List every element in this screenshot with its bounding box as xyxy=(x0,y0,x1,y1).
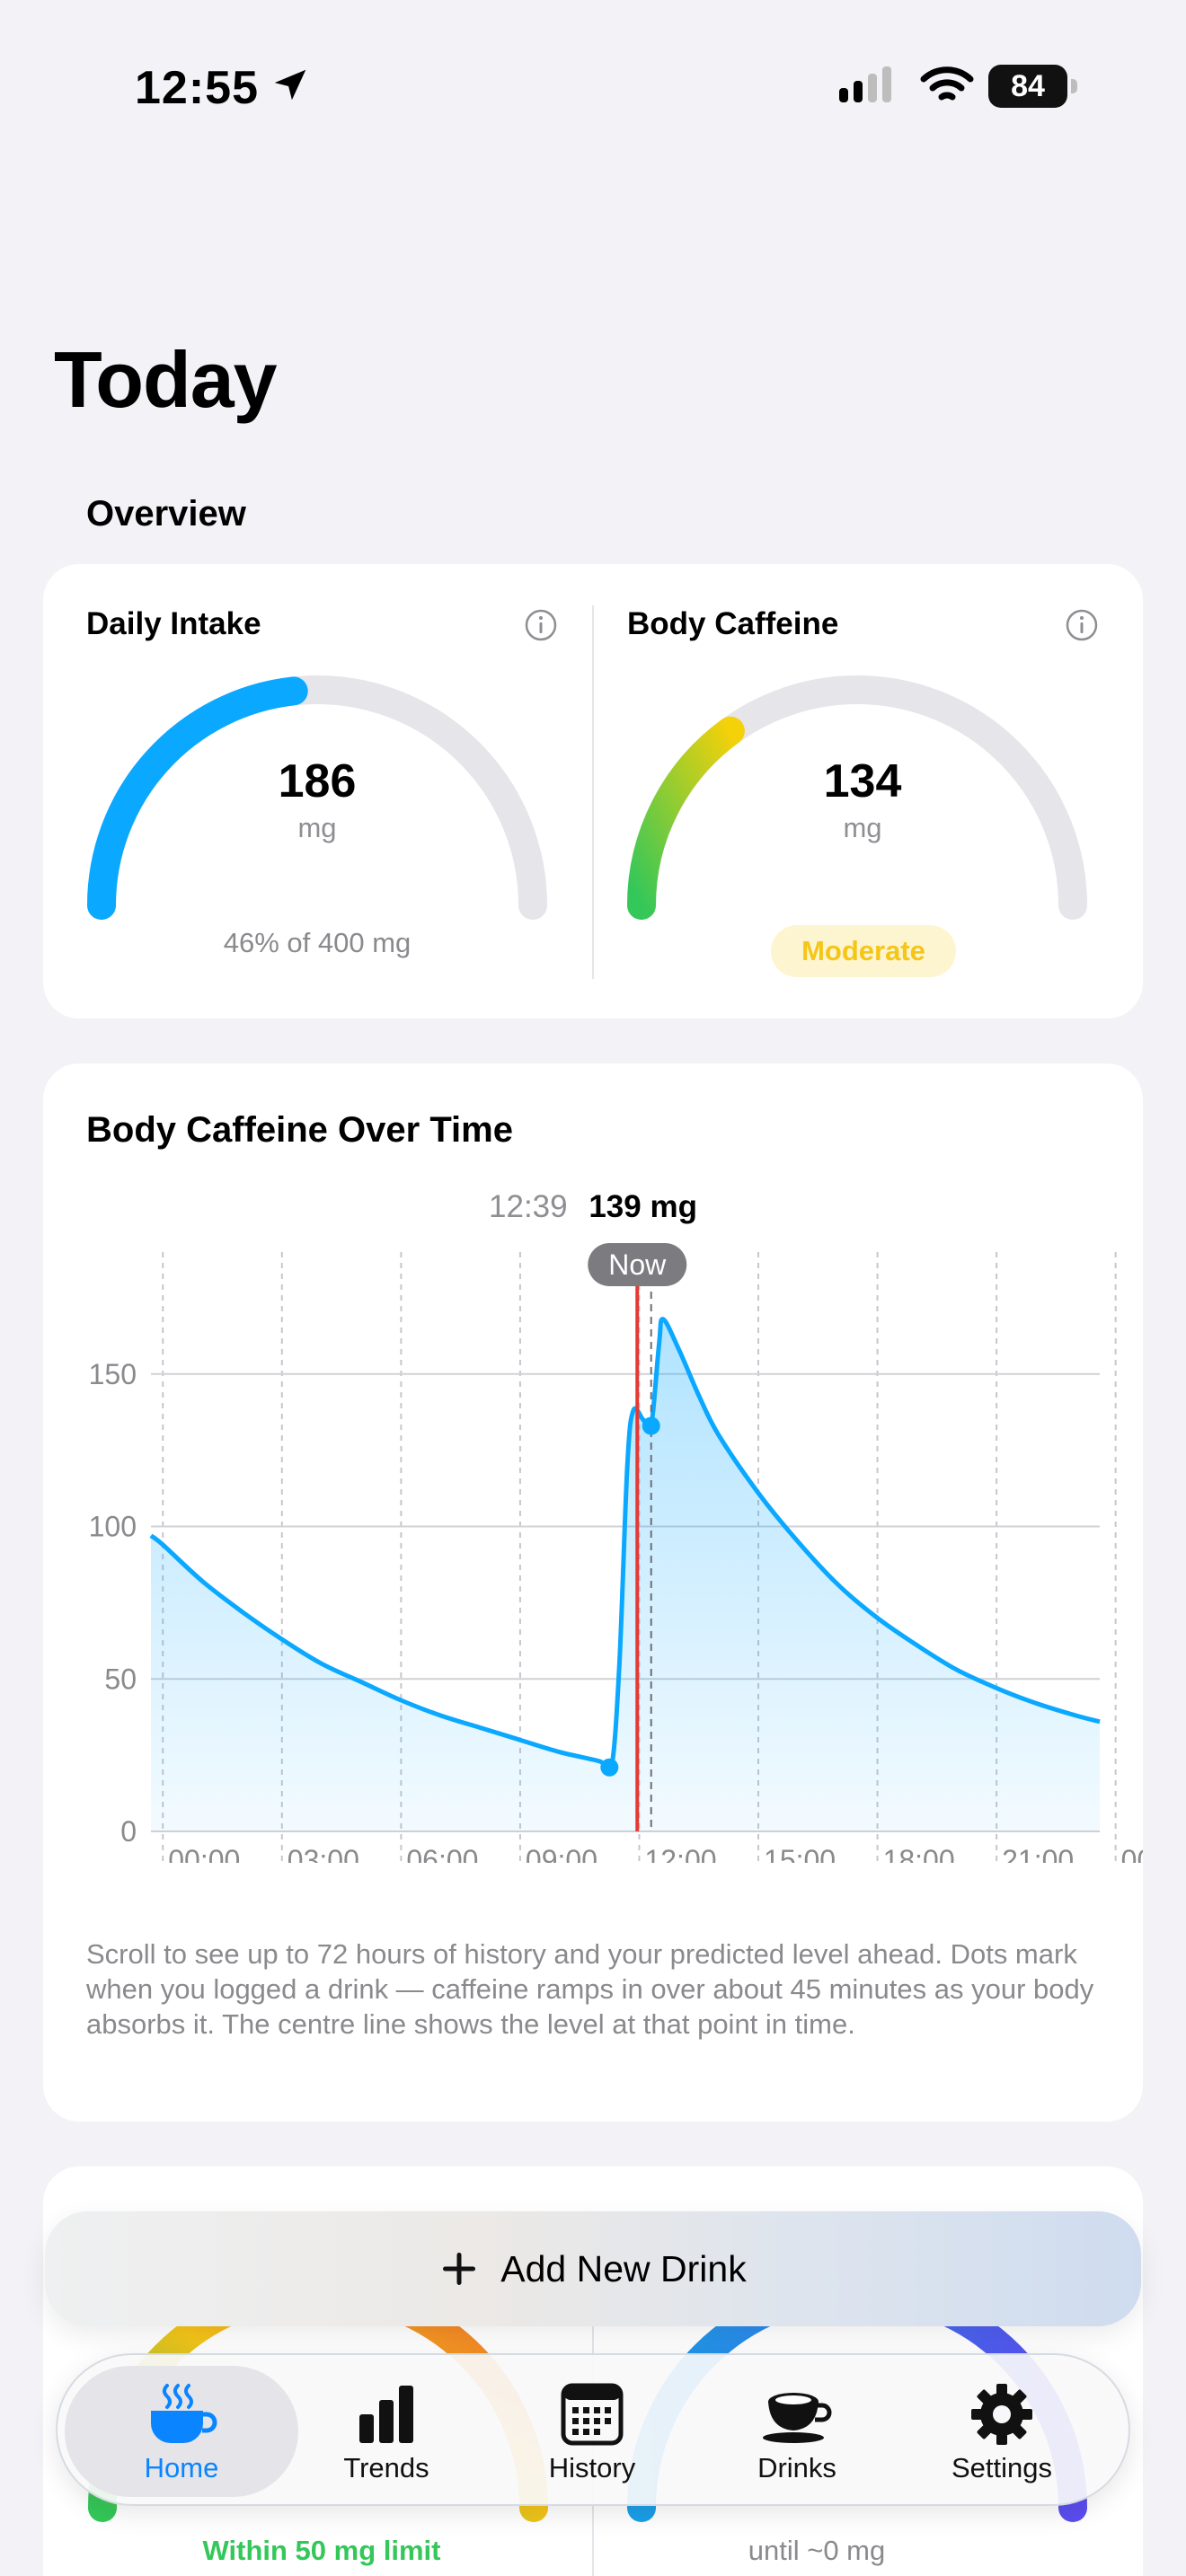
readout-time: 12:39 xyxy=(489,1189,568,1224)
battery-indicator: 84 xyxy=(988,65,1078,108)
tab-label: Trends xyxy=(343,2452,429,2483)
y-tick-label: 150 xyxy=(89,1358,137,1390)
location-arrow-icon xyxy=(274,69,306,101)
drink-marker xyxy=(600,1758,619,1777)
chart-card: Body Caffeine Over Time 12:39 139 mg 00:… xyxy=(43,1063,1143,2122)
x-tick-label: 03:00 xyxy=(288,1844,359,1863)
tab-drinks[interactable]: Drinks xyxy=(694,2355,900,2508)
x-tick-label: 09:00 xyxy=(526,1844,597,1863)
page-title: Today xyxy=(54,335,278,424)
chart-readout: 12:39 139 mg xyxy=(43,1189,1143,1225)
gear-icon xyxy=(971,2384,1032,2445)
y-tick-label: 50 xyxy=(104,1663,137,1695)
x-tick-label: 15:00 xyxy=(764,1844,836,1863)
tab-history[interactable]: History xyxy=(489,2355,695,2508)
caffeine-chart[interactable]: 00:00 03:00 06:00 09:00 12:00 15:00 18:00 21:00… xyxy=(43,1234,1143,1863)
tab-trends[interactable]: Trends xyxy=(283,2355,490,2508)
daily-intake-gauge-fill xyxy=(87,676,308,920)
status-time: 12:55 xyxy=(135,62,259,114)
tab-settings[interactable]: Settings xyxy=(898,2355,1105,2508)
tab-bar: Home Trends History Drinks xyxy=(56,2353,1130,2506)
status-badge: Moderate xyxy=(771,925,956,977)
body-caffeine-value: 134 xyxy=(823,755,902,807)
remaining-text: until ~0 mg xyxy=(748,2535,886,2566)
status-bar: 12:55 84 xyxy=(0,0,1186,171)
section-title-overview: Overview xyxy=(86,494,246,534)
overview-card: Daily Intake 186 mg 46% of 400 mg Body C… xyxy=(43,564,1143,1019)
chart-area-fill xyxy=(151,1319,1100,1831)
daily-intake-subtitle: 46% of 400 mg xyxy=(223,927,412,958)
body-caffeine-unit: mg xyxy=(843,812,882,843)
x-tick-label: 00:00 xyxy=(168,1844,240,1863)
drink-marker xyxy=(642,1416,660,1435)
chart-series-line xyxy=(149,1317,1101,1777)
limit-status-text: Within 50 mg limit xyxy=(202,2535,441,2566)
tab-label: Settings xyxy=(951,2452,1052,2483)
add-new-drink-label: Add New Drink xyxy=(500,2247,747,2289)
body-caffeine-gauge xyxy=(627,675,1087,920)
tab-home[interactable]: Home xyxy=(78,2355,285,2508)
chart-note: Scroll to see up to 72 hours of history … xyxy=(86,1938,1094,2040)
x-tick-label: 00:00 xyxy=(1121,1844,1143,1863)
info-icon[interactable] xyxy=(523,607,559,643)
coffee-cup-icon xyxy=(763,2393,832,2443)
body-caffeine-gauge-fill xyxy=(627,716,745,920)
daily-intake-value: 186 xyxy=(278,755,357,807)
x-tick-label: 12:00 xyxy=(644,1844,716,1863)
now-label: Now xyxy=(608,1248,667,1281)
tab-label: Home xyxy=(144,2452,219,2483)
y-tick-label: 100 xyxy=(89,1511,137,1543)
bar-chart-icon xyxy=(359,2386,413,2443)
daily-intake-unit: mg xyxy=(297,812,337,843)
wifi-icon xyxy=(920,66,974,101)
tab-label: History xyxy=(548,2452,636,2483)
now-badge xyxy=(588,1243,687,1286)
mug-icon xyxy=(151,2384,217,2443)
calendar-icon xyxy=(561,2383,624,2446)
daily-intake-title: Daily Intake xyxy=(86,606,261,641)
battery-cap xyxy=(1071,79,1077,93)
y-tick-label: 0 xyxy=(120,1815,137,1848)
x-tick-label: 18:00 xyxy=(883,1844,955,1863)
cellular-signal-icon xyxy=(839,66,891,102)
info-icon[interactable] xyxy=(1064,607,1100,643)
readout-value: 139 mg xyxy=(589,1189,697,1224)
plus-icon xyxy=(443,2253,476,2285)
body-caffeine-title: Body Caffeine xyxy=(627,606,839,641)
tab-label: Drinks xyxy=(757,2452,836,2483)
x-tick-label: 06:00 xyxy=(406,1844,478,1863)
chart-title: Body Caffeine Over Time xyxy=(86,1110,513,1150)
add-new-drink-button[interactable]: Add New Drink xyxy=(45,2211,1141,2326)
battery-level: 84 xyxy=(988,65,1067,108)
daily-intake-gauge xyxy=(87,675,547,920)
overview-divider xyxy=(592,605,594,979)
x-tick-label: 21:00 xyxy=(1002,1844,1074,1863)
